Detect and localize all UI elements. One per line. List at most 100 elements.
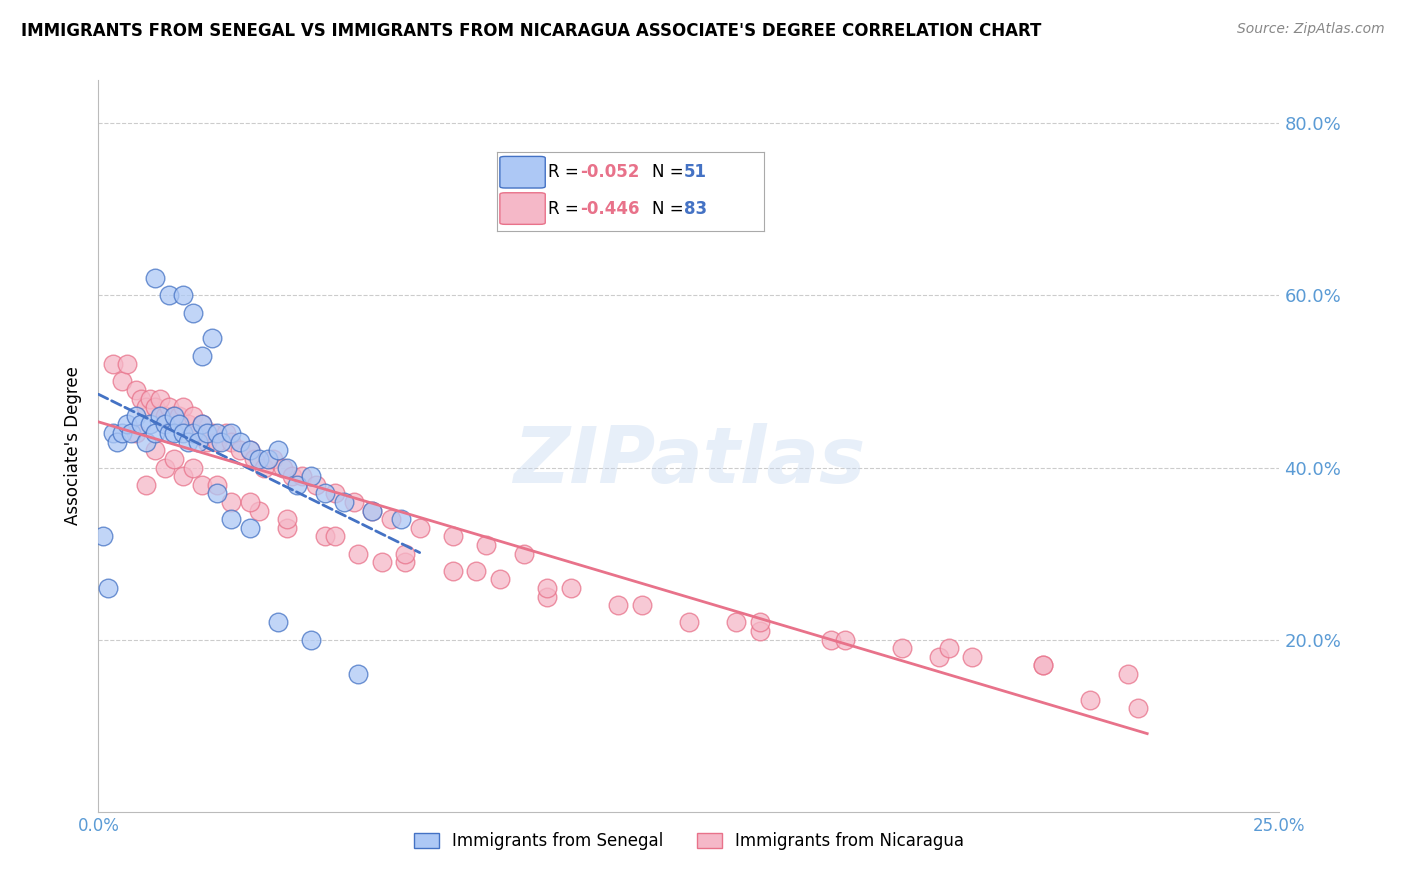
Point: [219, 426, 242, 441]
Point: [163, 451, 186, 466]
Point: [305, 477, 328, 491]
Point: [172, 288, 194, 302]
Point: [111, 375, 134, 389]
Point: [105, 434, 128, 449]
Point: [163, 409, 186, 423]
Point: [229, 443, 252, 458]
Point: [157, 401, 180, 415]
Point: [209, 434, 232, 449]
Point: [201, 426, 224, 441]
Point: [125, 426, 148, 441]
Text: N =: N =: [652, 163, 689, 181]
Point: [149, 409, 172, 423]
Point: [1080, 693, 1102, 707]
Point: [394, 547, 416, 561]
Point: [361, 503, 384, 517]
Text: ZIPatlas: ZIPatlas: [513, 423, 865, 499]
Point: [149, 392, 172, 406]
Point: [125, 409, 148, 423]
Point: [97, 581, 120, 595]
Point: [129, 417, 152, 432]
FancyBboxPatch shape: [501, 156, 546, 188]
Point: [139, 392, 162, 406]
Point: [177, 417, 200, 432]
FancyBboxPatch shape: [501, 193, 546, 225]
Point: [276, 521, 298, 535]
Point: [347, 667, 370, 681]
Point: [191, 477, 214, 491]
Point: [153, 460, 176, 475]
Point: [536, 590, 558, 604]
Point: [299, 469, 322, 483]
Point: [408, 521, 430, 535]
Text: -0.446: -0.446: [579, 200, 640, 218]
Point: [314, 529, 336, 543]
Point: [257, 451, 280, 466]
Text: Source: ZipAtlas.com: Source: ZipAtlas.com: [1237, 22, 1385, 37]
Point: [465, 564, 488, 578]
Point: [276, 512, 298, 526]
Point: [205, 426, 228, 441]
Point: [91, 529, 114, 543]
Text: 51: 51: [685, 163, 707, 181]
Point: [195, 434, 218, 449]
Point: [135, 401, 157, 415]
Legend: Immigrants from Senegal, Immigrants from Nicaragua: Immigrants from Senegal, Immigrants from…: [405, 823, 973, 858]
Point: [938, 641, 960, 656]
Point: [115, 357, 138, 371]
Point: [890, 641, 912, 656]
Point: [323, 529, 346, 543]
Point: [181, 409, 204, 423]
Point: [121, 426, 143, 441]
Point: [219, 495, 242, 509]
Point: [239, 521, 262, 535]
Text: 83: 83: [685, 200, 707, 218]
Point: [143, 271, 166, 285]
Text: IMMIGRANTS FROM SENEGAL VS IMMIGRANTS FROM NICARAGUA ASSOCIATE'S DEGREE CORRELAT: IMMIGRANTS FROM SENEGAL VS IMMIGRANTS FR…: [21, 22, 1042, 40]
Point: [607, 598, 630, 612]
Point: [191, 349, 214, 363]
Point: [143, 401, 166, 415]
Point: [157, 426, 180, 441]
Point: [389, 512, 412, 526]
Point: [247, 451, 270, 466]
Point: [281, 469, 304, 483]
Point: [560, 581, 582, 595]
Point: [1116, 667, 1139, 681]
Point: [314, 486, 336, 500]
Point: [361, 503, 384, 517]
Point: [630, 598, 652, 612]
Point: [215, 426, 238, 441]
Point: [820, 632, 842, 647]
Point: [1032, 658, 1054, 673]
Point: [111, 426, 134, 441]
Point: [143, 443, 166, 458]
Point: [135, 477, 157, 491]
Point: [153, 409, 176, 423]
Point: [205, 486, 228, 500]
Text: N =: N =: [652, 200, 689, 218]
Point: [177, 434, 200, 449]
Point: [205, 477, 228, 491]
Point: [1126, 701, 1149, 715]
Point: [115, 417, 138, 432]
Point: [253, 460, 276, 475]
Point: [441, 564, 464, 578]
Point: [239, 443, 262, 458]
Point: [748, 624, 770, 638]
Point: [290, 469, 312, 483]
Point: [247, 503, 270, 517]
Point: [187, 426, 209, 441]
Point: [441, 529, 464, 543]
Point: [181, 426, 204, 441]
Point: [187, 434, 209, 449]
Point: [219, 512, 242, 526]
Point: [347, 547, 370, 561]
Point: [239, 495, 262, 509]
Point: [229, 434, 252, 449]
Point: [172, 401, 194, 415]
Point: [323, 486, 346, 500]
Point: [342, 495, 364, 509]
Point: [512, 547, 534, 561]
Point: [101, 357, 124, 371]
